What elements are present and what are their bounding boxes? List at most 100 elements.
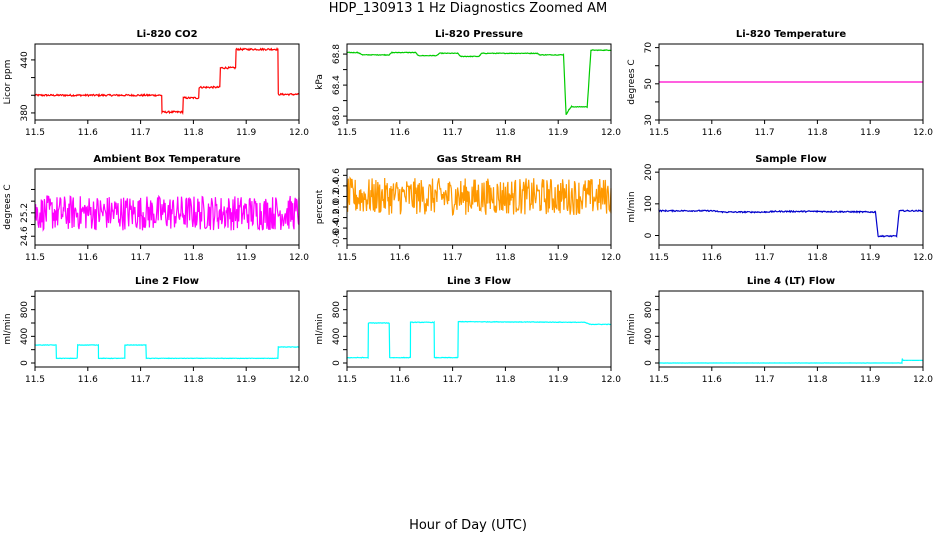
- plot-frame: [658, 290, 924, 368]
- x-tick-label: 12.0: [289, 375, 309, 385]
- chart-panel: Line 4 (LT) Flow ml/min 11.5 11.6 11.7 11.8 11…: [627, 276, 933, 385]
- y-tick-label: 30: [644, 114, 654, 126]
- x-tick-label: 11.5: [25, 253, 45, 263]
- x-tick-label: 11.9: [236, 128, 256, 138]
- y-tick-label: 25.2: [20, 203, 30, 223]
- y-tick-label: 800: [332, 301, 342, 318]
- series-line: [34, 194, 300, 232]
- series-line: [658, 208, 924, 238]
- x-tick-label: 11.8: [807, 128, 827, 138]
- x-tick-label: 11.5: [25, 128, 45, 138]
- plot-frame: [658, 168, 924, 246]
- x-tick-label: 11.5: [337, 128, 357, 138]
- x-tick-label: 12.0: [913, 375, 933, 385]
- y-tick-label: 24.6: [20, 226, 30, 246]
- chart-title: Gas Stream RH: [437, 154, 522, 165]
- y-tick-label: 380: [20, 104, 30, 121]
- chart-title: Sample Flow: [755, 154, 827, 165]
- y-tick-label: 400: [644, 327, 654, 344]
- y-axis-title: ml/min: [3, 313, 13, 344]
- x-tick-label: 12.0: [601, 253, 621, 263]
- chart-panel: Li-820 CO2 Licor ppm 11.5 11.6 11.7 11.8 11.9 1…: [3, 29, 309, 138]
- y-tick-label: 800: [20, 301, 30, 318]
- x-tick-label: 12.0: [289, 253, 309, 263]
- y-tick-label: 0.0: [332, 200, 342, 215]
- x-tick-label: 11.8: [807, 253, 827, 263]
- y-tick-label: 100: [644, 195, 654, 212]
- x-tick-label: 12.0: [601, 375, 621, 385]
- chart-panel: Ambient Box Temperature degrees C 11.5 11.6…: [3, 154, 309, 263]
- x-axis-label: Hour of Day (UTC): [409, 518, 527, 533]
- x-tick-label: 11.9: [548, 128, 568, 138]
- y-tick-label: 0: [20, 360, 30, 366]
- y-tick-label: 400: [20, 327, 30, 344]
- chart-title: Li-820 Temperature: [736, 29, 846, 40]
- y-axis-title: ml/min: [627, 313, 637, 344]
- x-tick-label: 11.8: [183, 128, 203, 138]
- plot-frame: [346, 43, 612, 121]
- x-tick-label: 12.0: [601, 128, 621, 138]
- x-tick-label: 11.7: [131, 253, 151, 263]
- x-tick-label: 11.7: [755, 253, 775, 263]
- series-line: [346, 176, 612, 217]
- x-tick-label: 11.9: [860, 128, 880, 138]
- x-tick-label: 12.0: [913, 253, 933, 263]
- y-tick-label: 68.4: [332, 75, 342, 95]
- chart-panel: Sample Flow ml/min 11.5 11.6 11.7 11.8 11.9 12.…: [627, 154, 933, 263]
- x-tick-label: 11.9: [860, 253, 880, 263]
- chart-title: Li-820 Pressure: [435, 29, 523, 40]
- y-tick-label: 68.0: [332, 106, 342, 126]
- x-tick-label: 11.5: [337, 375, 357, 385]
- x-tick-label: 11.6: [702, 253, 722, 263]
- y-tick-label: 0: [644, 232, 654, 238]
- plot-frame: [346, 290, 612, 368]
- chart-panel: Line 2 Flow ml/min 11.5 11.6 11.7 11.8 11.9 12.…: [3, 276, 309, 385]
- chart-title: Line 3 Flow: [447, 276, 511, 287]
- x-tick-label: 11.8: [495, 375, 515, 385]
- y-tick-label: -0.2: [332, 209, 342, 227]
- x-tick-label: 11.9: [236, 375, 256, 385]
- x-tick-label: 11.5: [649, 375, 669, 385]
- chart-panel: Line 3 Flow ml/min 11.5 11.6 11.7 11.8 11.9 12.…: [315, 276, 621, 385]
- x-tick-label: 12.0: [289, 128, 309, 138]
- y-tick-label: 440: [20, 51, 30, 68]
- y-tick-label: 800: [644, 301, 654, 318]
- chart-title: Line 4 (LT) Flow: [747, 276, 835, 287]
- x-tick-label: 11.7: [443, 253, 463, 263]
- x-tick-label: 11.5: [649, 128, 669, 138]
- page-title: HDP_130913 1 Hz Diagnostics Zoomed AM: [328, 1, 608, 16]
- x-tick-label: 11.7: [131, 375, 151, 385]
- x-tick-label: 11.7: [443, 375, 463, 385]
- chart-title: Line 2 Flow: [135, 276, 199, 287]
- plot-frame: [658, 43, 924, 121]
- x-tick-label: 11.9: [548, 375, 568, 385]
- x-tick-label: 11.6: [78, 253, 98, 263]
- y-tick-label: 0.4: [332, 178, 342, 193]
- x-tick-label: 11.8: [183, 375, 203, 385]
- x-tick-label: 11.9: [236, 253, 256, 263]
- chart-panel: Li-820 Temperature degrees C 11.5 11.6 11.7 1…: [627, 29, 933, 138]
- x-tick-label: 11.9: [548, 253, 568, 263]
- series-line: [346, 49, 612, 115]
- x-tick-label: 11.8: [183, 253, 203, 263]
- y-tick-label: 0: [332, 360, 342, 366]
- plot-frame: [34, 290, 300, 368]
- series-line: [659, 358, 924, 365]
- y-axis-title: percent: [315, 189, 325, 224]
- plot-frame: [34, 43, 300, 121]
- x-tick-label: 11.6: [390, 128, 410, 138]
- x-tick-label: 11.7: [755, 128, 775, 138]
- plot-frame: [34, 168, 300, 246]
- y-tick-label: 0.6: [332, 168, 342, 183]
- y-tick-label: 400: [332, 327, 342, 344]
- y-tick-label: -0.6: [332, 230, 342, 248]
- y-tick-label: 50: [644, 78, 654, 90]
- y-axis-title: degrees C: [3, 184, 13, 229]
- chart-title: Ambient Box Temperature: [93, 154, 240, 165]
- x-tick-label: 11.6: [702, 375, 722, 385]
- x-tick-label: 11.6: [78, 375, 98, 385]
- y-axis-title: ml/min: [315, 313, 325, 344]
- x-tick-label: 11.8: [495, 253, 515, 263]
- y-tick-label: 68.8: [332, 44, 342, 64]
